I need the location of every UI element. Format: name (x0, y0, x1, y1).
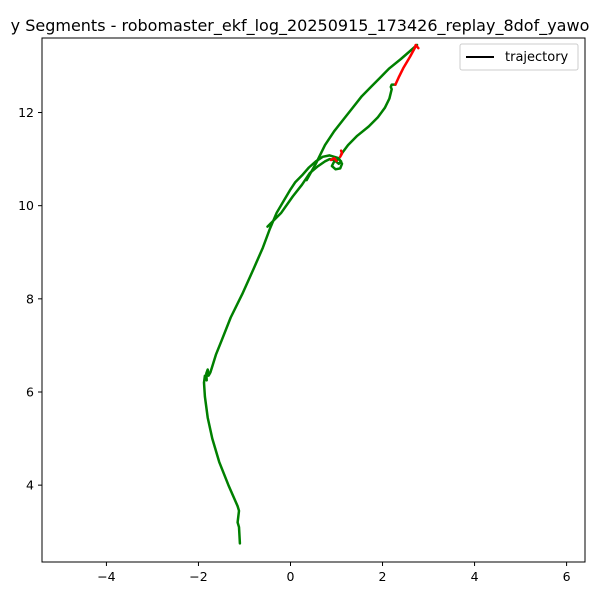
legend-box (459, 43, 579, 71)
chart-title: y Segments - robomaster_ekf_log_20250915… (11, 16, 590, 36)
x-tick-label: 6 (563, 569, 571, 584)
y-tick-label: 4 (26, 478, 34, 493)
y-axis: 4 6 8 10 12 (18, 105, 42, 493)
legend-label: trajectory (505, 50, 569, 65)
x-tick-label: −2 (189, 569, 207, 584)
legend: trajectory (459, 43, 579, 71)
x-axis: −4 −2 0 2 4 6 (97, 562, 571, 584)
trajectory-segment-4 (329, 156, 338, 163)
trajectory-segment-2 (339, 83, 397, 156)
y-tick-label: 10 (18, 198, 34, 213)
y-tick-label: 8 (26, 291, 34, 306)
x-tick-label: 0 (287, 569, 295, 584)
plot-frame (41, 37, 586, 563)
trajectory-segment-0 (202, 154, 344, 545)
trajectory-segment-5 (338, 149, 344, 159)
x-tick-label: −4 (97, 569, 115, 584)
plot-lines (202, 43, 420, 545)
trajectory-segment-3 (394, 43, 420, 86)
y-tick-label: 12 (18, 105, 34, 120)
y-tick-label: 6 (26, 384, 34, 399)
x-tick-label: 4 (471, 569, 479, 584)
x-tick-label: 2 (379, 569, 387, 584)
trajectory-segment-1 (305, 43, 419, 182)
